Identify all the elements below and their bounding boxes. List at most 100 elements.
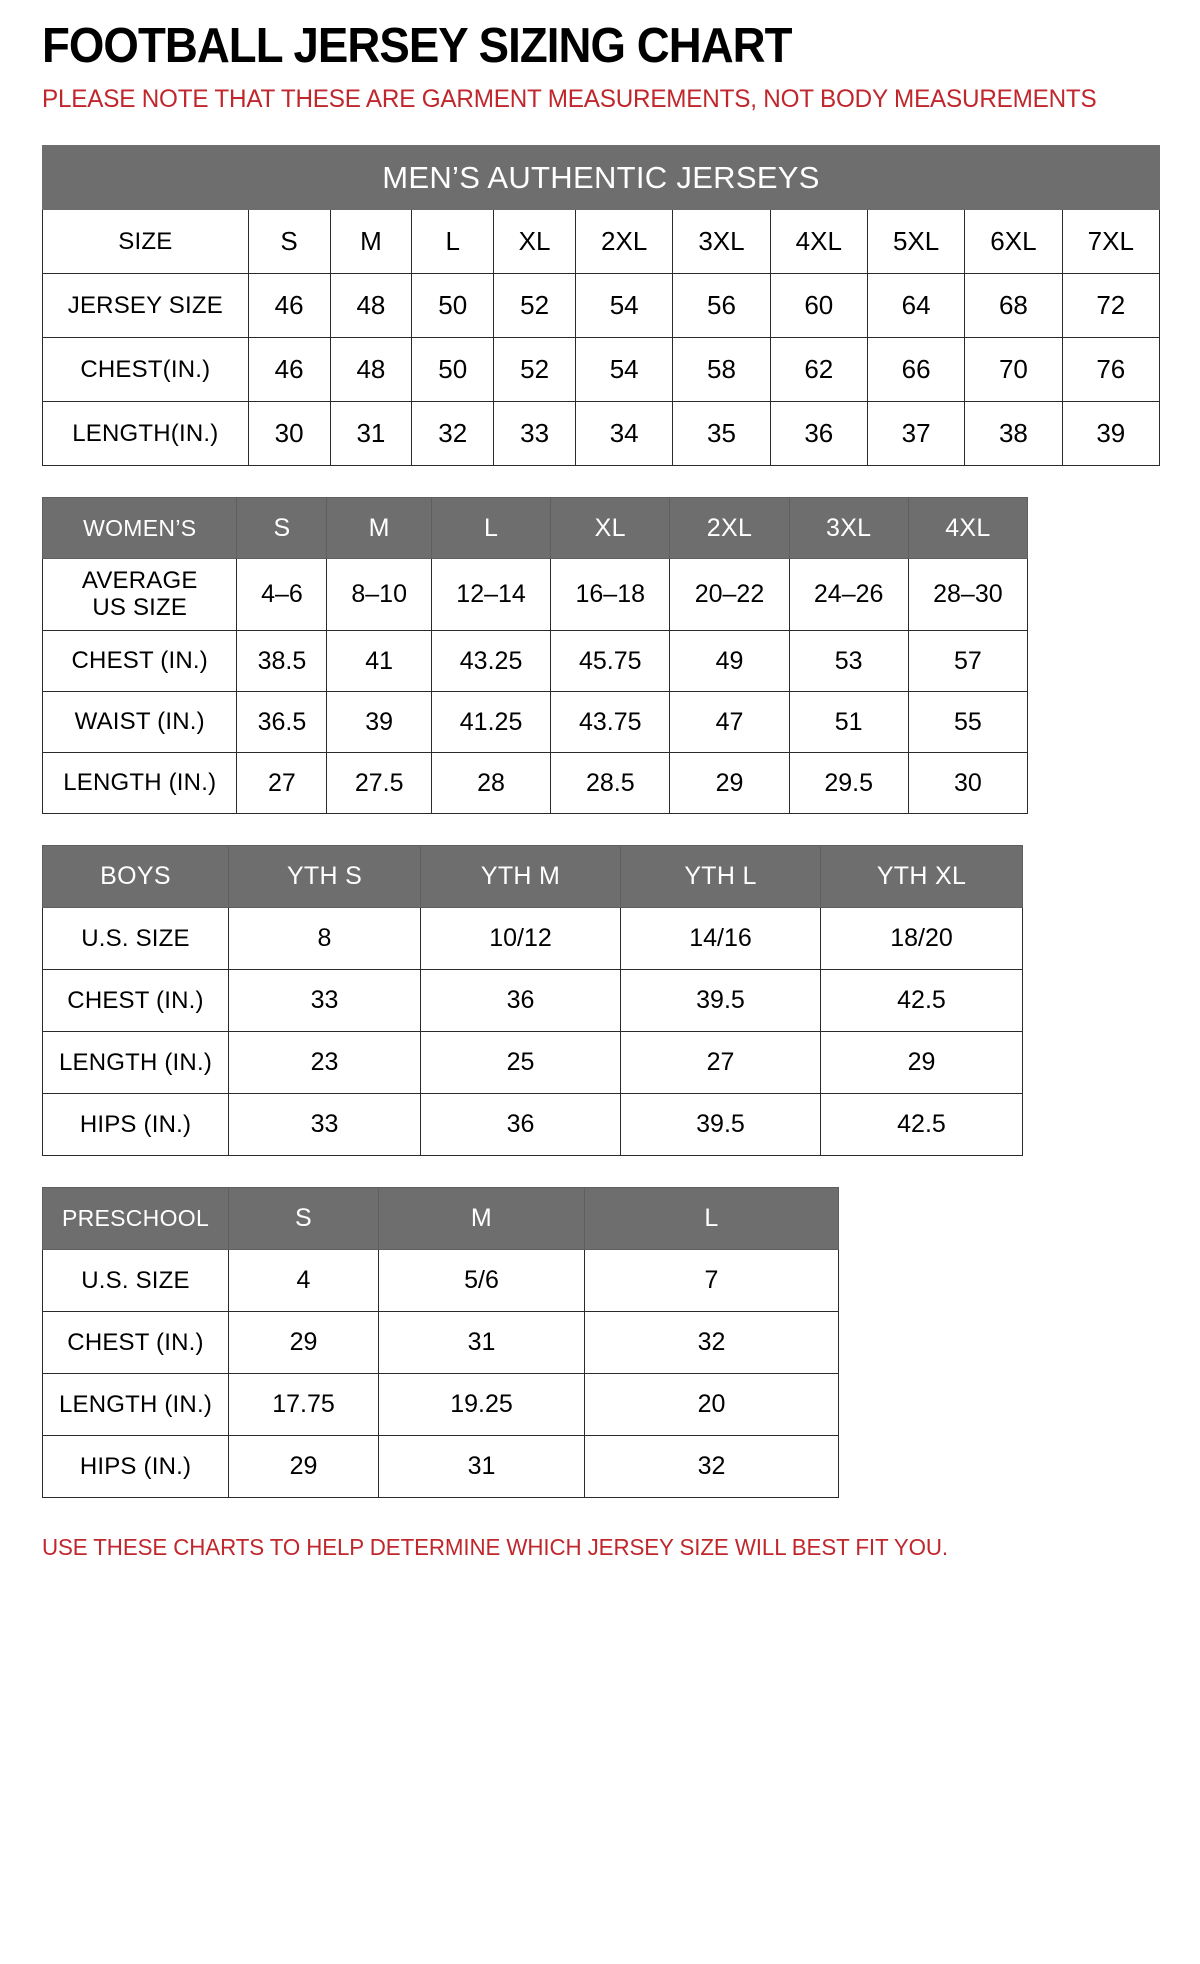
- column-header-l: L: [584, 1187, 839, 1251]
- cell: 34: [574, 401, 674, 467]
- cell: 52: [493, 273, 576, 339]
- row-label-hips: HIPS (IN.): [42, 1435, 229, 1499]
- column-header-yth-xl: YTH XL: [820, 845, 1023, 909]
- table-row: U.S. SIZE 4 5/6 7: [42, 1249, 839, 1313]
- table-row: LENGTH (IN.) 17.75 19.25 20: [42, 1373, 839, 1437]
- cell: 43.25: [430, 630, 552, 693]
- cell: 31: [329, 401, 413, 467]
- cell: 18/20: [820, 907, 1023, 971]
- row-label-chest: CHEST (IN.): [41, 630, 238, 693]
- cell: 5/6: [378, 1249, 585, 1313]
- cell: 51: [788, 691, 909, 754]
- cell: 29: [820, 1031, 1023, 1095]
- row-label-length: LENGTH (IN.): [41, 752, 238, 815]
- cell: 58: [672, 337, 771, 403]
- cell: 43.75: [550, 691, 671, 754]
- row-label-us-size: U.S. SIZE: [42, 1249, 229, 1313]
- cell: 37: [866, 401, 966, 467]
- cell: 48: [329, 337, 413, 403]
- table-row: CHEST(IN.) 46 48 50 52 54 58 62 66 70 76: [42, 337, 1161, 403]
- cell: 36: [420, 969, 621, 1033]
- column-header-yth-l: YTH L: [620, 845, 821, 909]
- preschool-table: PRESCHOOL S M L U.S. SIZE 4 5/6 7 CHEST …: [42, 1187, 839, 1499]
- cell: 10/12: [420, 907, 621, 971]
- mens-banner-label: MEN’S AUTHENTIC JERSEYS: [42, 145, 1160, 211]
- column-header-6xl: 6XL: [964, 209, 1063, 275]
- column-header-2xl: 2XL: [669, 497, 790, 560]
- cell: 7: [584, 1249, 839, 1313]
- table-header-row: BOYS YTH S YTH M YTH L YTH XL: [42, 845, 1023, 909]
- footer-note: USE THESE CHARTS TO HELP DETERMINE WHICH…: [42, 1534, 948, 1561]
- cell: 14/16: [620, 907, 821, 971]
- row-label-chest: CHEST(IN.): [42, 337, 249, 403]
- table-banner-row: MEN’S AUTHENTIC JERSEYS: [42, 145, 1160, 211]
- column-header-s: S: [228, 1187, 379, 1251]
- cell: 57: [907, 630, 1029, 693]
- cell: 52: [493, 337, 576, 403]
- table-row: LENGTH(IN.) 30 31 32 33 34 35 36 37 38 3…: [42, 401, 1161, 467]
- cell: 28: [430, 752, 552, 815]
- garment-measurement-note: PLEASE NOTE THAT THESE ARE GARMENT MEASU…: [42, 84, 1097, 113]
- column-header-m: M: [329, 209, 413, 275]
- cell: 49: [669, 630, 790, 693]
- table-header-row: SIZE S M L XL 2XL 3XL 4XL 5XL 6XL 7XL: [42, 209, 1161, 275]
- cell: 33: [228, 969, 421, 1033]
- cell: 8–10: [326, 558, 432, 632]
- cell: 76: [1061, 337, 1161, 403]
- column-header-xl: XL: [550, 497, 671, 560]
- cell: 60: [769, 273, 868, 339]
- cell: 39.5: [620, 969, 821, 1033]
- cell: 30: [247, 401, 331, 467]
- table-row: HIPS (IN.) 29 31 32: [42, 1435, 839, 1499]
- cell: 30: [907, 752, 1029, 815]
- row-label-jersey-size: JERSEY SIZE: [42, 273, 249, 339]
- table-row: LENGTH (IN.) 27 27.5 28 28.5 29 29.5 30: [41, 752, 1029, 815]
- row-label-length: LENGTH (IN.): [42, 1373, 229, 1437]
- cell: 36: [769, 401, 868, 467]
- cell: 41.25: [430, 691, 552, 754]
- cell: 36.5: [236, 691, 328, 754]
- cell: 27: [620, 1031, 821, 1095]
- table-row: CHEST (IN.) 29 31 32: [42, 1311, 839, 1375]
- sizing-chart-page: FOOTBALL JERSEY SIZING CHART PLEASE NOTE…: [0, 21, 1200, 1561]
- cell: 50: [411, 337, 495, 403]
- table-row: HIPS (IN.) 33 36 39.5 42.5: [42, 1093, 1023, 1157]
- column-header-yth-m: YTH M: [420, 845, 621, 909]
- cell: 47: [669, 691, 790, 754]
- cell: 29: [228, 1435, 379, 1499]
- cell: 68: [964, 273, 1063, 339]
- cell: 27.5: [326, 752, 432, 815]
- cell: 53: [788, 630, 909, 693]
- cell: 27: [236, 752, 328, 815]
- row-label-hips: HIPS (IN.): [42, 1093, 229, 1157]
- cell: 38.5: [236, 630, 328, 693]
- cell: 38: [964, 401, 1063, 467]
- table-row: CHEST (IN.) 33 36 39.5 42.5: [42, 969, 1023, 1033]
- row-label-line-1: AVERAGE: [81, 567, 198, 595]
- mens-authentic-jerseys-table: MEN’S AUTHENTIC JERSEYS SIZE S M L XL 2X…: [42, 145, 1161, 467]
- column-header-4xl: 4XL: [769, 209, 868, 275]
- cell: 42.5: [820, 1093, 1023, 1157]
- table-row: LENGTH (IN.) 23 25 27 29: [42, 1031, 1023, 1095]
- cell: 19.25: [378, 1373, 585, 1437]
- cell: 4–6: [236, 558, 328, 632]
- cell: 33: [493, 401, 576, 467]
- cell: 54: [574, 337, 674, 403]
- cell: 28–30: [907, 558, 1029, 632]
- cell: 32: [584, 1435, 839, 1499]
- column-header-s: S: [247, 209, 331, 275]
- row-label-line-2: US SIZE: [92, 593, 188, 621]
- cell: 32: [584, 1311, 839, 1375]
- column-header-preschool: PRESCHOOL: [42, 1187, 229, 1251]
- row-label-average-us-size: AVERAGE US SIZE: [41, 558, 238, 632]
- cell: 12–14: [430, 558, 552, 632]
- cell: 39: [1061, 401, 1161, 467]
- table-row: JERSEY SIZE 46 48 50 52 54 56 60 64 68 7…: [42, 273, 1161, 339]
- column-header-3xl: 3XL: [788, 497, 909, 560]
- table-row: U.S. SIZE 8 10/12 14/16 18/20: [42, 907, 1023, 971]
- womens-table: WOMEN’S S M L XL 2XL 3XL 4XL AVERAGE US …: [41, 497, 1029, 815]
- cell: 46: [247, 337, 331, 403]
- cell: 17.75: [228, 1373, 379, 1437]
- column-header-xl: XL: [493, 209, 576, 275]
- cell: 39.5: [620, 1093, 821, 1157]
